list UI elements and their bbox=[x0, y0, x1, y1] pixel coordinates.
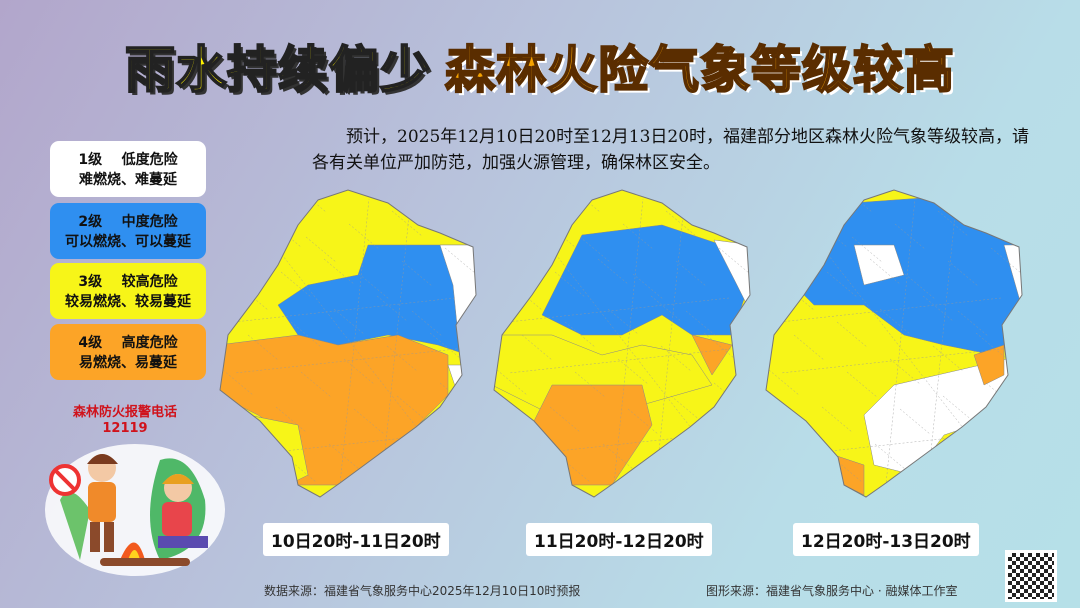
risk-area bbox=[691, 334, 733, 376]
legend-title: 2级 中度危险 bbox=[78, 214, 178, 230]
title-part1: 雨水持续偏少 bbox=[124, 40, 431, 100]
forecast-map-3 bbox=[765, 189, 1023, 498]
hotline-label: 森林防火报警电话 bbox=[72, 405, 177, 420]
qr-code[interactable] bbox=[1005, 550, 1057, 602]
legend-title: 3级 较高危险 bbox=[78, 274, 178, 290]
risk-area bbox=[853, 244, 905, 286]
intro-text: 预计，2025年12月10日20时至12月13日20时，福建部分地区森林火险气象… bbox=[312, 127, 1030, 173]
hotline-number: 12119 bbox=[102, 421, 148, 436]
legend-desc: 较易燃烧、较易蔓延 bbox=[65, 294, 191, 310]
firefighting-illustration bbox=[45, 444, 225, 576]
fire-hotline: 森林防火报警电话 12119 bbox=[60, 405, 190, 437]
legend-desc: 难燃烧、难蔓延 bbox=[79, 172, 177, 188]
forecast-map-2 bbox=[493, 189, 751, 498]
risk-area bbox=[531, 384, 653, 486]
legend-title: 4级 高度危险 bbox=[78, 335, 178, 351]
risk-area bbox=[541, 224, 750, 336]
legend-level-3: 3级 较高危险 较易燃烧、较易蔓延 bbox=[50, 263, 206, 319]
legend-desc: 易燃烧、易蔓延 bbox=[79, 355, 177, 371]
data-source: 数据来源：福建省气象服务中心2025年12月10日10时预报 bbox=[264, 584, 581, 598]
forecast-map-1 bbox=[219, 189, 477, 498]
period-label-3: 12日20时-13日20时 bbox=[793, 523, 979, 556]
period-label-1: 10日20时-11日20时 bbox=[263, 523, 449, 556]
graphic-source: 图形来源：福建省气象服务中心 · 融媒体工作室 bbox=[706, 584, 958, 598]
legend-title: 1级 低度危险 bbox=[78, 152, 178, 168]
title-part2: 森林火险气象等级较高 bbox=[444, 40, 955, 100]
period-label-2: 11日20时-12日20时 bbox=[526, 523, 712, 556]
legend-desc: 可以燃烧、可以蔓延 bbox=[65, 234, 191, 250]
legend-level-4: 4级 高度危险 易燃烧、易蔓延 bbox=[50, 324, 206, 380]
legend-level-2: 2级 中度危险 可以燃烧、可以蔓延 bbox=[50, 203, 206, 259]
page-title: 雨水持续偏少 森林火险气象等级较高 bbox=[0, 30, 1080, 102]
legend-level-1: 1级 低度危险 难燃烧、难蔓延 bbox=[50, 141, 206, 197]
risk-area bbox=[973, 344, 1005, 386]
